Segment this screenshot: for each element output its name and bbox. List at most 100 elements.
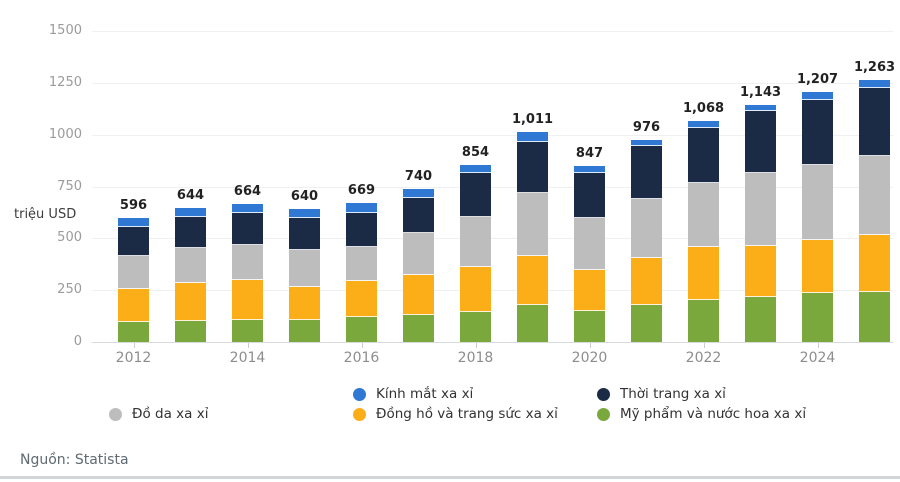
bar-segment[interactable] — [574, 218, 605, 270]
source-note: Nguồn: Statista — [20, 452, 129, 468]
bar-segment[interactable] — [118, 322, 149, 342]
bar-segment[interactable] — [346, 281, 377, 317]
bar-segment[interactable] — [289, 287, 320, 320]
bar-segment[interactable] — [460, 173, 491, 217]
bar-segment[interactable] — [517, 142, 548, 193]
bar-segment[interactable] — [517, 132, 548, 142]
bar-segment[interactable] — [232, 320, 263, 342]
bar-segment[interactable] — [859, 292, 890, 342]
x-tick-label: 2024 — [799, 350, 836, 366]
bar-segment[interactable] — [745, 111, 776, 173]
bar-segment[interactable] — [232, 213, 263, 245]
bar-segment[interactable] — [460, 165, 491, 173]
bar-segment[interactable] — [688, 128, 719, 183]
bar-segment[interactable] — [631, 199, 662, 258]
bar-segment[interactable] — [175, 248, 206, 283]
bar-group — [631, 0, 662, 342]
bar-segment[interactable] — [118, 218, 149, 227]
bar-segment[interactable] — [859, 156, 890, 235]
bar-segment[interactable] — [232, 245, 263, 280]
legend-item[interactable]: Kính mắt xa xỉ — [353, 386, 473, 402]
bar-segment[interactable] — [802, 100, 833, 165]
bar-group — [688, 0, 719, 342]
bar-segment[interactable] — [175, 208, 206, 217]
bar-group — [859, 0, 890, 342]
bar-segment[interactable] — [403, 233, 434, 275]
legend-label: Thời trang xa xỉ — [620, 386, 726, 402]
grid-line — [92, 83, 893, 84]
grid-line — [92, 290, 893, 291]
bar-total-label: 1,068 — [682, 101, 725, 116]
bar-segment[interactable] — [346, 247, 377, 281]
bar-segment[interactable] — [175, 217, 206, 248]
grid-line — [92, 31, 893, 32]
bar-segment[interactable] — [574, 270, 605, 311]
bar-segment[interactable] — [802, 293, 833, 342]
bar-segment[interactable] — [118, 227, 149, 256]
bar-segment[interactable] — [517, 193, 548, 256]
grid-line — [92, 342, 893, 343]
bar-segment[interactable] — [859, 88, 890, 156]
bar-segment[interactable] — [688, 247, 719, 300]
bar-segment[interactable] — [460, 267, 491, 312]
bar-segment[interactable] — [346, 203, 377, 213]
bar-segment[interactable] — [346, 317, 377, 342]
bar-segment[interactable] — [859, 80, 890, 88]
y-tick-label: 1500 — [48, 23, 82, 38]
bar-segment[interactable] — [631, 258, 662, 305]
bar-segment[interactable] — [517, 305, 548, 342]
bar-total-label: 596 — [119, 198, 148, 213]
y-tick-label: 0 — [73, 334, 82, 349]
bar-segment[interactable] — [175, 321, 206, 342]
bar-segment[interactable] — [118, 256, 149, 289]
bar-segment[interactable] — [688, 121, 719, 128]
bar-segment[interactable] — [688, 183, 719, 247]
x-tick-label: 2020 — [571, 350, 608, 366]
legend-item[interactable]: Đồ da xa xỉ — [109, 406, 208, 422]
bar-segment[interactable] — [631, 305, 662, 342]
bar-segment[interactable] — [403, 315, 434, 342]
bar-segment[interactable] — [289, 209, 320, 218]
y-axis-unit-label: triệu USD — [14, 207, 77, 222]
legend-item[interactable]: Đồng hồ và trang sức xa xỉ — [353, 406, 558, 422]
bar-segment[interactable] — [745, 105, 776, 111]
bar-segment[interactable] — [289, 320, 320, 342]
bar-segment[interactable] — [802, 240, 833, 293]
bar-segment[interactable] — [745, 246, 776, 297]
bar-segment[interactable] — [745, 297, 776, 342]
bar-segment[interactable] — [403, 189, 434, 198]
bar-segment[interactable] — [517, 256, 548, 305]
bar-total-label: 644 — [176, 188, 205, 203]
y-tick-label: 250 — [57, 282, 82, 297]
bar-segment[interactable] — [802, 165, 833, 240]
legend-item[interactable]: Mỹ phẩm và nước hoa xa xỉ — [597, 406, 806, 422]
bar-segment[interactable] — [460, 312, 491, 342]
legend-item[interactable]: Thời trang xa xỉ — [597, 386, 726, 402]
bar-segment[interactable] — [232, 280, 263, 320]
bar-segment[interactable] — [574, 173, 605, 218]
bar-segment[interactable] — [118, 289, 149, 322]
bar-segment[interactable] — [346, 213, 377, 247]
x-tick-mark — [362, 343, 363, 348]
bar-segment[interactable] — [460, 217, 491, 267]
x-tick-mark — [704, 343, 705, 348]
bar-total-label: 740 — [404, 169, 433, 184]
bar-segment[interactable] — [403, 198, 434, 233]
x-tick-mark — [476, 343, 477, 348]
bar-group — [745, 0, 776, 342]
bar-segment[interactable] — [289, 218, 320, 250]
bar-segment[interactable] — [802, 92, 833, 100]
bar-total-label: 664 — [233, 184, 262, 199]
bar-segment[interactable] — [574, 311, 605, 342]
bar-segment[interactable] — [232, 204, 263, 213]
bar-segment[interactable] — [688, 300, 719, 342]
bar-segment[interactable] — [631, 140, 662, 146]
bar-segment[interactable] — [745, 173, 776, 246]
bar-group — [232, 0, 263, 342]
bar-segment[interactable] — [859, 235, 890, 292]
bar-segment[interactable] — [403, 275, 434, 315]
bar-segment[interactable] — [289, 250, 320, 287]
bar-segment[interactable] — [574, 166, 605, 173]
bar-segment[interactable] — [631, 146, 662, 199]
bar-segment[interactable] — [175, 283, 206, 321]
